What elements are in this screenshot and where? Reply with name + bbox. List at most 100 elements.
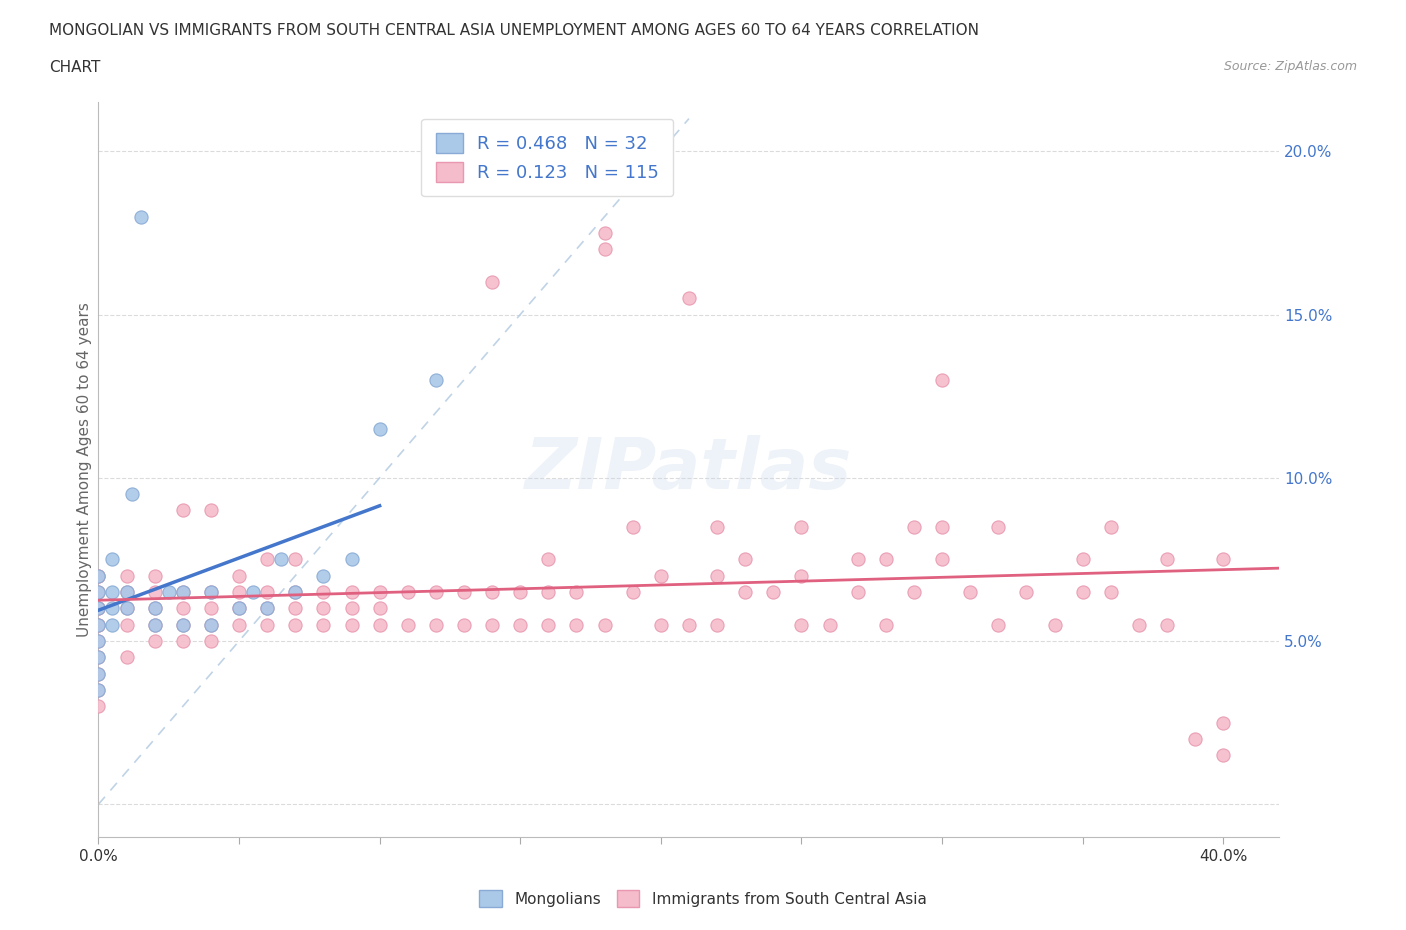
Point	[256, 618, 278, 632]
Point	[87, 633, 110, 648]
Point	[143, 633, 166, 648]
Point	[537, 585, 560, 600]
Text: MONGOLIAN VS IMMIGRANTS FROM SOUTH CENTRAL ASIA UNEMPLOYMENT AMONG AGES 60 TO 64: MONGOLIAN VS IMMIGRANTS FROM SOUTH CENTR…	[49, 23, 979, 38]
Point	[706, 568, 728, 583]
Point	[481, 618, 503, 632]
Point	[87, 699, 110, 714]
Point	[987, 618, 1010, 632]
Point	[846, 552, 869, 567]
Point	[143, 601, 166, 616]
Point	[875, 552, 897, 567]
Point	[1156, 552, 1178, 567]
Point	[87, 666, 110, 681]
Point	[284, 585, 307, 600]
Point	[340, 552, 363, 567]
Point	[87, 683, 110, 698]
Point	[87, 568, 110, 583]
Point	[87, 618, 110, 632]
Point	[284, 601, 307, 616]
Point	[228, 601, 250, 616]
Point	[368, 618, 391, 632]
Point	[101, 618, 124, 632]
Point	[903, 585, 925, 600]
Point	[87, 601, 110, 616]
Point	[312, 601, 335, 616]
Point	[846, 585, 869, 600]
Point	[453, 618, 475, 632]
Point	[931, 519, 953, 534]
Point	[1156, 618, 1178, 632]
Point	[172, 503, 194, 518]
Point	[87, 618, 110, 632]
Point	[87, 568, 110, 583]
Point	[115, 585, 138, 600]
Point	[143, 618, 166, 632]
Point	[1099, 585, 1122, 600]
Point	[87, 601, 110, 616]
Point	[157, 585, 180, 600]
Point	[481, 585, 503, 600]
Point	[1128, 618, 1150, 632]
Point	[115, 585, 138, 600]
Point	[172, 585, 194, 600]
Point	[425, 585, 447, 600]
Point	[200, 601, 222, 616]
Point	[87, 683, 110, 698]
Point	[425, 618, 447, 632]
Point	[678, 618, 700, 632]
Legend: R = 0.468   N = 32, R = 0.123   N = 115: R = 0.468 N = 32, R = 0.123 N = 115	[420, 119, 673, 196]
Point	[115, 650, 138, 665]
Point	[87, 585, 110, 600]
Point	[509, 618, 531, 632]
Point	[593, 242, 616, 257]
Point	[650, 618, 672, 632]
Point	[453, 585, 475, 600]
Point	[1015, 585, 1038, 600]
Point	[650, 568, 672, 583]
Point	[172, 618, 194, 632]
Point	[172, 618, 194, 632]
Point	[875, 618, 897, 632]
Point	[87, 618, 110, 632]
Point	[172, 585, 194, 600]
Point	[818, 618, 841, 632]
Point	[284, 618, 307, 632]
Point	[312, 618, 335, 632]
Point	[1071, 552, 1094, 567]
Point	[228, 585, 250, 600]
Point	[256, 601, 278, 616]
Point	[129, 209, 152, 224]
Point	[706, 618, 728, 632]
Point	[593, 618, 616, 632]
Point	[931, 372, 953, 387]
Point	[101, 601, 124, 616]
Point	[537, 552, 560, 567]
Point	[87, 601, 110, 616]
Point	[509, 585, 531, 600]
Point	[143, 585, 166, 600]
Point	[481, 274, 503, 289]
Point	[101, 552, 124, 567]
Point	[284, 585, 307, 600]
Point	[959, 585, 981, 600]
Point	[340, 618, 363, 632]
Point	[200, 633, 222, 648]
Point	[1212, 748, 1234, 763]
Point	[115, 601, 138, 616]
Point	[734, 585, 756, 600]
Point	[143, 618, 166, 632]
Point	[115, 568, 138, 583]
Point	[987, 519, 1010, 534]
Point	[340, 601, 363, 616]
Legend: Mongolians, Immigrants from South Central Asia: Mongolians, Immigrants from South Centra…	[474, 884, 932, 913]
Point	[312, 585, 335, 600]
Point	[87, 650, 110, 665]
Point	[101, 585, 124, 600]
Point	[200, 618, 222, 632]
Point	[396, 618, 419, 632]
Point	[270, 552, 292, 567]
Point	[790, 519, 813, 534]
Text: CHART: CHART	[49, 60, 101, 75]
Point	[1212, 715, 1234, 730]
Point	[425, 372, 447, 387]
